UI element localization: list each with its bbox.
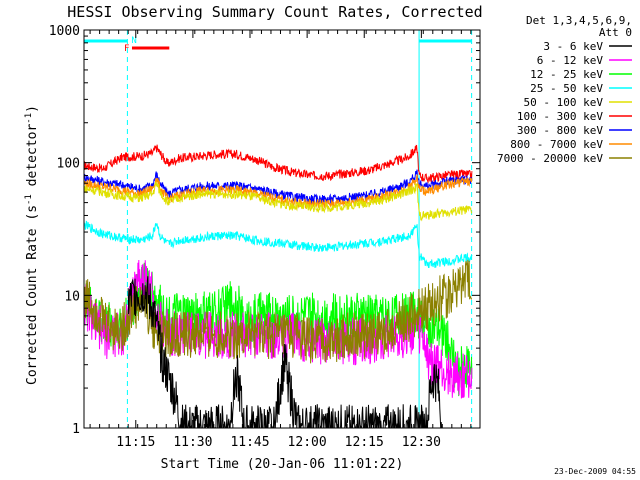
legend-label: 50 - 100 keV — [524, 96, 604, 109]
legend-header-line: Att 0 — [599, 26, 632, 39]
x-tick-label: 11:45 — [230, 435, 269, 450]
x-tick-label: 12:15 — [345, 435, 384, 450]
y-axis-label: Corrected Count Rate (s-1 detector-1) — [24, 105, 40, 385]
series-line-4 — [84, 220, 473, 268]
series-line-6 — [84, 259, 473, 399]
legend-header-line: Det 1,3,4,5,6,9, — [526, 14, 632, 27]
legend-label: 6 - 12 keV — [537, 54, 604, 67]
series-line-8 — [127, 276, 443, 428]
y-axis-label-part2: detector — [25, 124, 40, 195]
y-axis-label-sup1: -1 — [24, 194, 34, 205]
legend-label: 100 - 300 keV — [517, 110, 603, 123]
flare-flag-label: F — [124, 44, 129, 54]
chart-title: HESSI Observing Summary Count Rates, Cor… — [67, 3, 482, 21]
legend-label: 800 - 7000 keV — [510, 138, 603, 151]
y-tick-label: 10 — [64, 289, 80, 304]
legend-label: 12 - 25 keV — [530, 68, 603, 81]
legend-label: 300 - 800 keV — [517, 124, 603, 137]
legend-label: 7000 - 20000 keV — [497, 152, 603, 165]
y-tick-label: 1000 — [49, 24, 80, 39]
x-axis-label: Start Time (20-Jan-06 11:01:22) — [161, 457, 404, 472]
legend-label: 3 - 6 keV — [543, 40, 603, 53]
x-tick-label: 11:30 — [173, 435, 212, 450]
axes: 1 10 100 1000 11:15 11:30 11:45 12:00 12:15 12:30 — [49, 24, 480, 450]
plot-frame — [83, 29, 481, 429]
x-tick-label: 11:15 — [116, 435, 155, 450]
footer-timestamp: 23-Dec-2009 04:55 — [554, 467, 636, 476]
night-flag-label: N — [131, 36, 136, 46]
series-line-0 — [84, 144, 473, 184]
series-line-7 — [84, 259, 473, 364]
y-tick-label: 100 — [57, 157, 80, 172]
y-tick-label: 1 — [72, 422, 80, 437]
series-line-3 — [84, 181, 473, 222]
night-flare-flags: NF — [84, 30, 473, 428]
y-axis-label-sup2: -1 — [24, 113, 34, 124]
series-layer — [84, 144, 473, 428]
legend-label: 25 - 50 keV — [530, 82, 603, 95]
y-axis-label-part3: ) — [25, 105, 40, 113]
x-tick-label: 12:00 — [288, 435, 327, 450]
y-axis-label-part1: Corrected Count Rate (s — [25, 205, 40, 385]
x-tick-label: 12:30 — [402, 435, 441, 450]
